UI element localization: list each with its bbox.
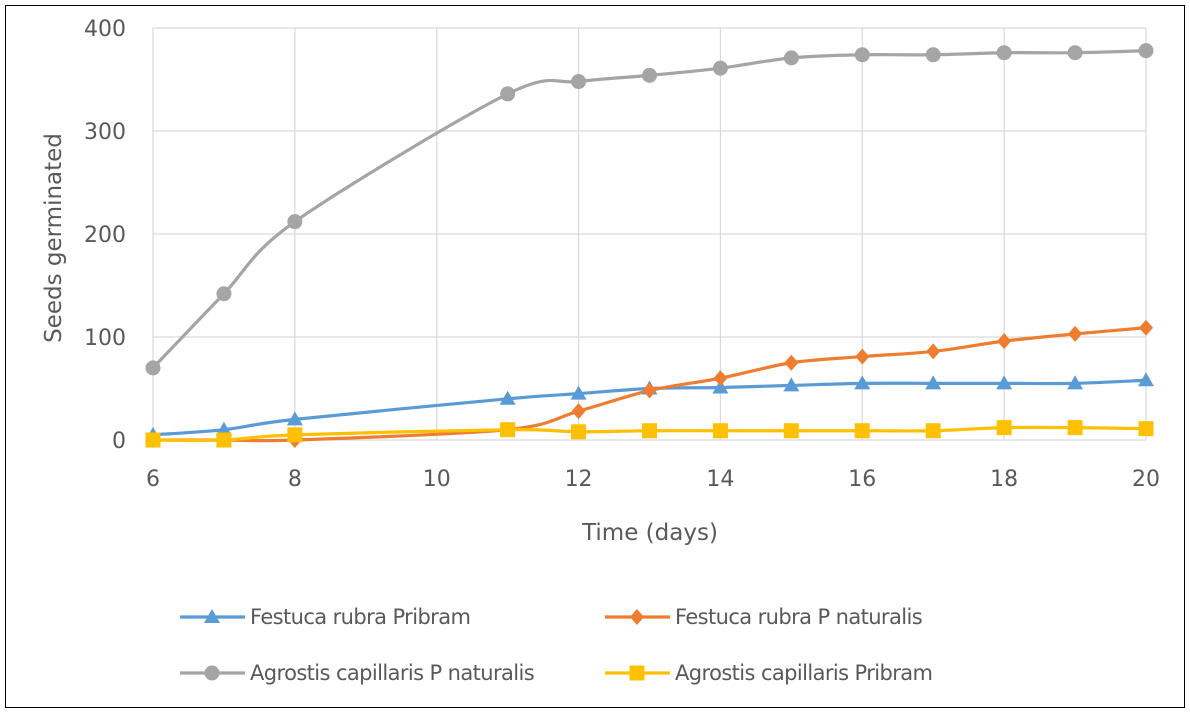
data-point-agrostis-capillaris-pribram: [287, 427, 303, 443]
data-point-agrostis-capillaris-p-naturalis: [854, 47, 870, 63]
x-tick-label: 8: [288, 467, 302, 492]
x-axis-title: Time (days): [581, 520, 718, 546]
data-point-festuca-rubra-p-naturalis: [1068, 325, 1083, 342]
data-point-festuca-rubra-p-naturalis: [784, 354, 799, 371]
legend-item-agrostis-capillaris-pribram: Agrostis capillaris Pribram: [605, 661, 933, 685]
data-point-festuca-rubra-pribram: [925, 375, 942, 390]
y-axis-title: Seeds germinated: [41, 133, 67, 343]
data-point-agrostis-capillaris-pribram: [145, 432, 161, 448]
data-point-agrostis-capillaris-p-naturalis: [925, 47, 941, 63]
data-point-festuca-rubra-pribram: [996, 375, 1013, 390]
series-markers: [145, 43, 1154, 448]
data-point-agrostis-capillaris-pribram: [571, 424, 587, 440]
legend-label: Agrostis capillaris P naturalis: [250, 661, 534, 685]
data-point-agrostis-capillaris-pribram: [1138, 421, 1154, 437]
data-point-festuca-rubra-pribram: [499, 390, 516, 405]
data-point-agrostis-capillaris-p-naturalis: [1138, 43, 1154, 59]
data-point-agrostis-capillaris-pribram: [1067, 420, 1083, 436]
data-point-festuca-rubra-p-naturalis: [1139, 319, 1153, 336]
legend-item-festuca-rubra-pribram: Festuca rubra Pribram: [180, 605, 471, 629]
legend-item-festuca-rubra-p-naturalis: Festuca rubra P naturalis: [605, 605, 923, 629]
legend-label: Festuca rubra P naturalis: [675, 605, 922, 629]
data-point-agrostis-capillaris-pribram: [854, 423, 870, 439]
x-tick-label: 18: [990, 467, 1018, 492]
data-point-agrostis-capillaris-pribram: [996, 420, 1012, 436]
data-point-agrostis-capillaris-pribram: [216, 432, 232, 448]
data-point-festuca-rubra-pribram: [712, 379, 729, 394]
y-tick-label: 0: [112, 429, 126, 454]
data-point-agrostis-capillaris-p-naturalis: [145, 360, 161, 376]
data-point-agrostis-capillaris-p-naturalis: [712, 60, 728, 76]
data-point-agrostis-capillaris-p-naturalis: [500, 86, 516, 102]
data-point-festuca-rubra-pribram: [783, 377, 800, 392]
data-point-agrostis-capillaris-p-naturalis: [783, 50, 799, 66]
data-point-agrostis-capillaris-p-naturalis: [642, 67, 657, 83]
data-point-festuca-rubra-pribram: [570, 385, 587, 400]
y-tick-label: 300: [84, 120, 126, 145]
data-point-festuca-rubra-p-naturalis: [642, 382, 657, 399]
x-tick-label: 12: [565, 467, 593, 492]
data-point-agrostis-capillaris-pribram: [925, 423, 941, 439]
legend-swatch-marker: [204, 609, 220, 623]
x-tick-label: 10: [423, 467, 451, 492]
data-point-agrostis-capillaris-pribram: [783, 423, 799, 439]
x-tick-label: 14: [706, 467, 734, 492]
data-point-festuca-rubra-pribram: [215, 421, 232, 436]
data-point-agrostis-capillaris-pribram: [642, 423, 657, 439]
data-point-festuca-rubra-pribram: [1067, 375, 1084, 390]
x-axis-ticks: 6 8 10 12 14 16 18 20: [146, 467, 1160, 492]
data-point-agrostis-capillaris-p-naturalis: [1067, 45, 1083, 61]
x-tick-label: 16: [848, 467, 876, 492]
data-point-festuca-rubra-p-naturalis: [571, 403, 586, 420]
data-point-agrostis-capillaris-p-naturalis: [287, 214, 303, 230]
x-tick-label: 6: [146, 467, 160, 492]
legend-label: Festuca rubra Pribram: [250, 605, 470, 629]
legend-label: Agrostis capillaris Pribram: [675, 661, 932, 685]
data-point-festuca-rubra-p-naturalis: [997, 333, 1012, 350]
legend-swatch-marker: [204, 665, 220, 681]
series-line-agrostis-capillaris-p-naturalis: [151, 49, 1148, 370]
data-point-agrostis-capillaris-p-naturalis: [216, 286, 232, 302]
chart-frame: [5, 5, 1185, 708]
y-axis-ticks: 0 100 200 300 400: [84, 17, 126, 454]
y-tick-label: 400: [84, 17, 126, 42]
data-point-festuca-rubra-pribram: [1138, 372, 1154, 387]
data-point-festuca-rubra-p-naturalis: [926, 343, 941, 360]
data-point-festuca-rubra-p-naturalis: [713, 370, 728, 387]
data-point-agrostis-capillaris-pribram: [712, 423, 728, 439]
data-point-festuca-rubra-pribram: [854, 375, 871, 390]
legend-item-agrostis-capillaris-p-naturalis: Agrostis capillaris P naturalis: [180, 661, 535, 685]
x-tick-label: 20: [1132, 467, 1160, 492]
gridlines: [152, 27, 1147, 441]
data-point-agrostis-capillaris-p-naturalis: [571, 74, 587, 90]
legend-swatch-marker: [629, 665, 645, 681]
y-tick-label: 100: [84, 326, 126, 351]
data-point-festuca-rubra-pribram: [286, 411, 303, 426]
legend-swatch-marker: [630, 609, 644, 625]
y-tick-label: 200: [84, 223, 126, 248]
data-point-agrostis-capillaris-pribram: [500, 422, 516, 438]
data-point-festuca-rubra-p-naturalis: [855, 348, 870, 365]
data-point-agrostis-capillaris-p-naturalis: [996, 45, 1012, 61]
legend: Festuca rubra Pribram Festuca rubra P nat…: [180, 605, 933, 685]
